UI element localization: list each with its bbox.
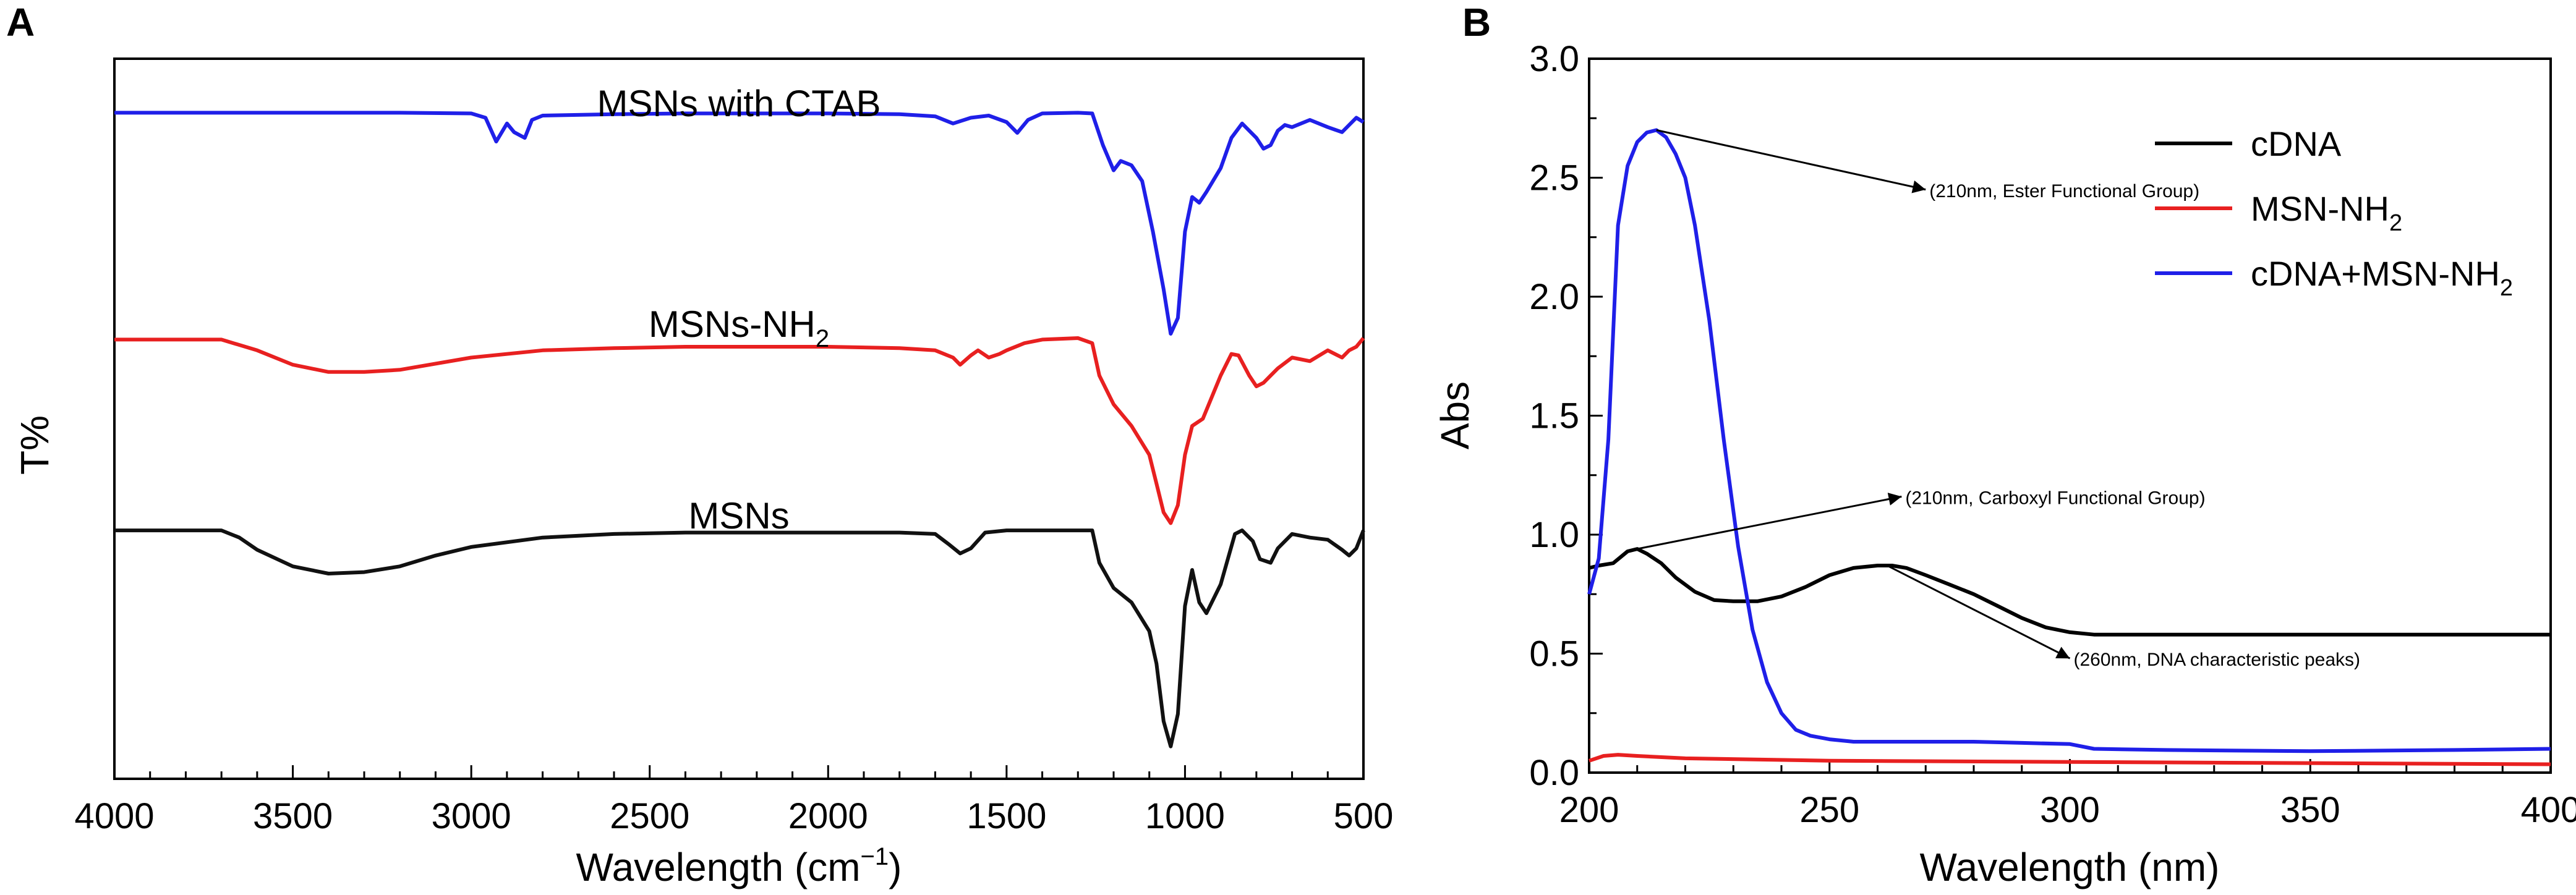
legend-label-msn-nh2: MSN-NH2 — [2251, 189, 2402, 236]
panel-b-plot-frame — [1588, 57, 2552, 774]
x-tick-label-250: 250 — [1799, 790, 1859, 830]
legend-label-cdna-msn-nh2: cDNA+MSN-NH2 — [2251, 254, 2513, 301]
panel-a-label: A — [6, 0, 35, 45]
annotation-text-1: (210nm, Ester Functional Group) — [1929, 181, 2199, 201]
y-tick-label-0-0: 0.0 — [1529, 753, 1579, 793]
panel-b-y-axis-label: Abs — [1433, 381, 1477, 449]
y-tick-label-2-0: 2.0 — [1529, 277, 1579, 317]
panel-a: A 4000 3500 3000 2500 2000 1500 1000 500 MSNs w… — [6, 0, 1393, 889]
x-tick-label-2500: 2500 — [610, 796, 689, 836]
annotation-text-2: (210nm, Carboxyl Functional Group) — [1905, 488, 2205, 508]
panel-b-annotations: (210nm, Ester Functional Group) (210nm, C… — [1637, 129, 2361, 670]
series-label-msns-with-ctab: MSNs with CTAB — [597, 83, 881, 124]
panel-a-y-axis-label: T% — [12, 415, 57, 475]
x-tick-label-400: 400 — [2521, 790, 2576, 830]
legend-label-cdna: cDNA — [2251, 124, 2342, 163]
y-tick-label-2-5: 2.5 — [1529, 158, 1579, 198]
series-line-cdna-msn-nh2 — [1587, 128, 2551, 753]
annotation-arrow-3 — [1887, 564, 2071, 660]
y-tick-label-1-5: 1.5 — [1529, 396, 1579, 436]
panel-a-x-axis-label: Wavelength (cm−1) — [576, 843, 902, 889]
panel-a-series-labels: MSNs with CTAB MSNs-NH2 MSNs — [597, 83, 881, 537]
x-tick-label-350: 350 — [2280, 790, 2340, 830]
series-label-msns-nh2: MSNs-NH2 — [649, 303, 829, 352]
x-tick-label-4000: 4000 — [74, 796, 154, 836]
x-tick-label-2000: 2000 — [788, 796, 868, 836]
series-line-msns-with-ctab — [114, 111, 1365, 336]
x-tick-label-1000: 1000 — [1145, 796, 1225, 836]
x-tick-label-500: 500 — [1334, 796, 1394, 836]
annotation-arrow-1 — [1656, 129, 1926, 193]
x-tick-label-1500: 1500 — [966, 796, 1046, 836]
series-line-msns — [114, 528, 1365, 749]
panel-b-x-axis-label: Wavelength (nm) — [1920, 845, 2220, 889]
y-tick-label-0-5: 0.5 — [1529, 634, 1579, 674]
annotation-arrow-2 — [1637, 493, 1902, 550]
panel-a-series — [114, 111, 1365, 749]
x-tick-label-300: 300 — [2040, 790, 2100, 830]
annotation-text-3: (260nm, DNA characteristic peaks) — [2074, 650, 2361, 670]
panel-b: B 200 250 300 350 400 0.0 0.5 1.0 1.5 2.0 2.5 3.0 (… — [1433, 0, 2576, 889]
y-tick-label-3-0: 3.0 — [1529, 39, 1579, 79]
series-line-msns-nh2 — [114, 336, 1365, 525]
panel-a-x-ticks: 4000 3500 3000 2500 2000 1500 1000 500 — [74, 765, 1393, 836]
series-label-msns: MSNs — [688, 495, 789, 537]
series-line-cdna — [1589, 547, 2551, 637]
x-tick-label-3000: 3000 — [432, 796, 511, 836]
y-tick-label-1-0: 1.0 — [1529, 515, 1579, 555]
panel-b-series — [1587, 128, 2551, 766]
panel-b-axis-ticks: 200 250 300 350 400 0.0 0.5 1.0 1.5 2.0 2.5 3.0 — [1529, 39, 2576, 830]
panel-b-label: B — [1462, 0, 1491, 45]
series-line-msn-nh2 — [1589, 753, 2551, 766]
panel-a-plot-frame — [113, 57, 1365, 780]
x-tick-label-200: 200 — [1559, 790, 1619, 830]
panel-b-legend: cDNA MSN-NH2 cDNA+MSN-NH2 — [2155, 124, 2513, 301]
x-tick-label-3500: 3500 — [253, 796, 333, 836]
